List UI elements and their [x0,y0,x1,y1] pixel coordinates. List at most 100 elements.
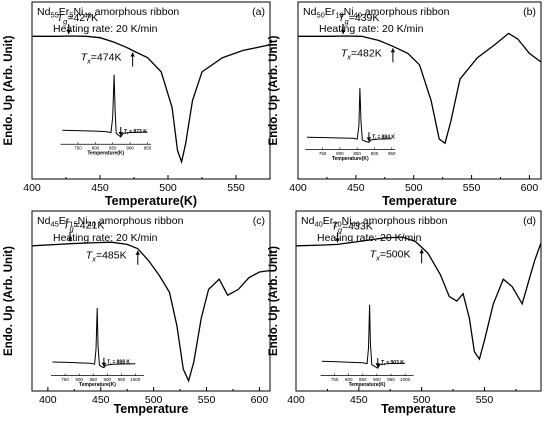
inset-tick-label-d: 1000 [400,377,411,382]
x-tick-label-b: 450 [347,182,365,194]
dsc-curve-a [32,35,271,165]
title-part: amorphous ribbon [96,215,184,227]
inset-tick-label-d: 750 [331,377,339,382]
title-part: amorphous ribbon [360,215,448,227]
arrow-tg-a-head [66,29,71,34]
inset-x-label-c: Temperature(K) [79,382,116,388]
panel-subtitle-d: Heating rate: 20 K/min [317,232,422,244]
x-tick-label-c: 400 [39,394,57,406]
title-part: Nd [301,215,315,227]
inset-tick-label-a: 950 [144,146,152,151]
inset-arrow-b [366,132,372,142]
inset-arrow-d [375,358,380,368]
inset-c: 750 800 850 900 950 1000 Temperature(K) Tl = 88… [51,307,144,388]
plot-frame-b [297,1,542,180]
inset-arrow-c [101,357,107,367]
inset-x-label-b: Temperature(K) [332,156,369,162]
x-tick-label-b: 550 [463,182,481,194]
panel-a: 400 450 500 550 Temperature(K) Endo. Up (Arb.… [3,1,271,208]
plot-frame-c [31,210,271,392]
arrow-tx-c-head [135,250,140,255]
inset-curve-b [306,87,392,143]
dsc-curve-c [31,241,271,383]
plot-frame-d [295,210,542,392]
inset-tick-label-c: 1000 [130,377,141,382]
title-part: 40 [354,11,362,20]
annotation-tx-b: Tx=482K [341,47,382,61]
x-tick-label-a: 500 [159,182,177,194]
inset-tick-label-a: 850 [109,146,117,151]
panel-title-a: Nd55Er5Ni40 amorphous ribbon [37,6,179,20]
annotation-tx-a: Tx=474K [81,52,122,66]
arrow-tx-b-head [390,48,396,53]
x-tick-label-c: 550 [198,394,216,406]
arrow-tg-c-head [67,237,73,242]
inset-tick-label-b: 750 [319,151,327,156]
title-part: 40 [83,11,91,20]
panel-title-b: Nd50Er10Ni40 amorphous ribbon [303,6,450,20]
inset-tick-label-d: 950 [387,377,395,382]
inset-arrow-c-head [101,362,107,367]
annotation-tg-d: Tg=433K [331,220,372,234]
title-part: Nd [37,6,51,18]
inset-x-label-d: Temperature(K) [349,382,386,388]
inset-tick-label-a: 750 [74,146,82,151]
title-part: 5 [69,11,73,20]
title-part: 40 [314,220,322,229]
y-axis-title-d: Endo. Up (Arb. Unit) [268,246,280,356]
x-axis-title-b: Temperature [382,194,457,208]
inset-tick-label-c: 950 [118,377,126,382]
annotation-tg-c: Tg=421K [63,220,104,234]
annotation-tg-b: Tg=439K [338,12,379,26]
inset-tick-label-b: 900 [371,151,379,156]
title-part: amorphous ribbon [362,6,450,18]
inset-tick-label-c: 750 [61,377,69,382]
panel-d: 400 450 500 550 Temperature Endo. Up (Arb. Un… [268,210,542,416]
title-part: 55 [50,11,58,20]
title-part: Nd [37,215,51,227]
title-part: Er [323,215,334,227]
x-tick-label-b: 500 [405,182,423,194]
inset-tick-label-b: 950 [388,151,396,156]
title-part: Ni [344,6,354,18]
inset-annotation-a: Tl = 873 K [124,129,147,136]
inset-tick-label-c: 850 [89,377,97,382]
plot-frame-a [31,1,271,180]
inset-tick-label-a: 900 [126,146,134,151]
x-axis-title-a: Temperature(K) [105,194,197,208]
x-tick-label-d: 500 [413,394,431,406]
title-part: 40 [352,220,360,229]
arrow-tx-a-head [130,52,135,57]
x-axis-title-c: Temperature [114,402,189,416]
inset-arrow-b-head [366,137,372,142]
title-part: Er [325,6,336,18]
annotation-tg-a: Tg=427K [57,12,98,26]
inset-tick-label-b: 850 [353,151,361,156]
x-tick-label-b: 400 [289,182,307,194]
title-part: Nd [303,6,317,18]
title-part: 50 [316,11,324,20]
title-part: amorphous ribbon [92,6,180,18]
panel-letter-a: (a) [252,6,265,18]
y-axis-title-a: Endo. Up (Arb. Unit) [3,35,15,145]
inset-tick-label-d: 850 [359,377,367,382]
inset-tick-label-a: 800 [92,146,100,151]
title-part: Ni [342,215,352,227]
arrow-tx-b [390,48,396,63]
annotation-tx-d: Tx=500K [370,248,411,262]
title-part: Er [59,6,70,18]
title-part: 40 [88,220,96,229]
y-axis-title-c: Endo. Up (Arb. Unit) [3,246,15,356]
inset-annotation-c: Tl = 888 K [107,360,130,367]
x-tick-label-c: 450 [92,394,110,406]
arrow-tg-d-head [335,238,340,243]
panel-letter-d: (d) [523,215,536,227]
inset-tick-label-d: 800 [345,377,353,382]
arrow-tg-b [340,23,346,34]
x-tick-label-a: 550 [227,182,245,194]
inset-d: 750 800 850 900 950 1000 Temperature(K) Tl = 90… [320,304,414,388]
inset-arrow-d-head [375,363,380,368]
inset-arrow-a-head [118,131,123,136]
panel-subtitle-b: Heating rate: 20 K/min [319,23,424,35]
